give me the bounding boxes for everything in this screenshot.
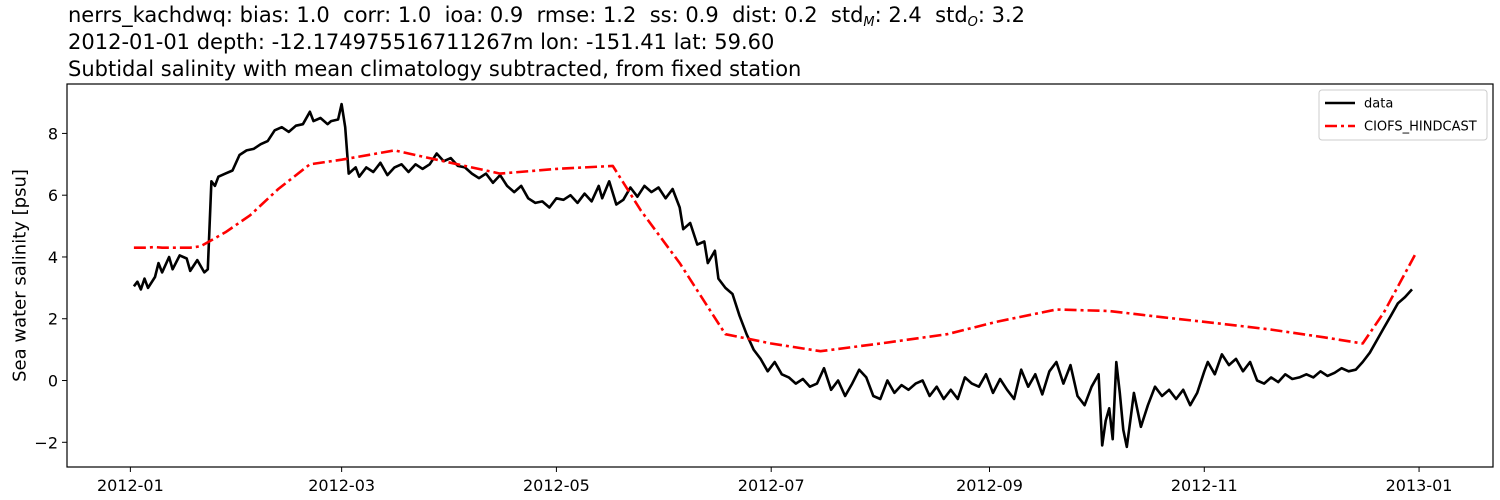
title-stats-line: nerrs_kachdwq: bias: 1.0 corr: 1.0 ioa: … [68,2,1025,29]
x-tick-label: 2013-01 [1386,476,1453,495]
x-tick-label: 2012-03 [308,476,375,495]
x-tick-label: 2012-07 [738,476,805,495]
x-axis: 2012-01 2012-03 2012-05 2012-07 2012-09 2012-… [97,467,1453,495]
title-location-line: 2012-01-01 depth: -12.174975516711267m l… [68,30,775,54]
plot-area [132,102,1417,449]
x-tick-label: 2012-05 [523,476,590,495]
series-data-line [132,102,1413,449]
legend-box [1318,89,1488,141]
legend: data CIOFS_HINDCAST [1318,89,1488,141]
x-tick-label: 2012-11 [1171,476,1238,495]
axes-frame [66,83,1494,468]
std-obs-value: : 3.2 [977,3,1026,27]
y-axis: −2 0 2 4 6 8 [34,124,67,452]
std-model-value: : 2.4 std [874,3,968,27]
legend-label: CIOFS_HINDCAST [1364,120,1477,135]
series-ciofs-hindcast-line [133,149,1417,353]
chart-title: nerrs_kachdwq: bias: 1.0 corr: 1.0 ioa: … [68,2,1025,83]
y-tick-label: 2 [48,310,58,329]
title-stats-prefix: nerrs_kachdwq: bias: 1.0 corr: 1.0 ioa: … [68,3,864,27]
title-description-line: Subtidal salinity with mean climatology … [68,57,802,81]
x-tick-label: 2012-09 [956,476,1023,495]
y-tick-label: 6 [48,186,58,205]
std-model-subscript: M [863,15,875,30]
y-tick-label: 0 [48,372,58,391]
x-tick-label: 2012-01 [97,476,164,495]
std-obs-subscript: O [967,15,978,30]
legend-label: data [1364,97,1393,112]
y-tick-label: −2 [34,433,58,452]
y-axis-label: Sea water salinity [psu] [9,169,30,382]
y-tick-label: 8 [48,124,58,143]
y-tick-label: 4 [48,248,58,267]
